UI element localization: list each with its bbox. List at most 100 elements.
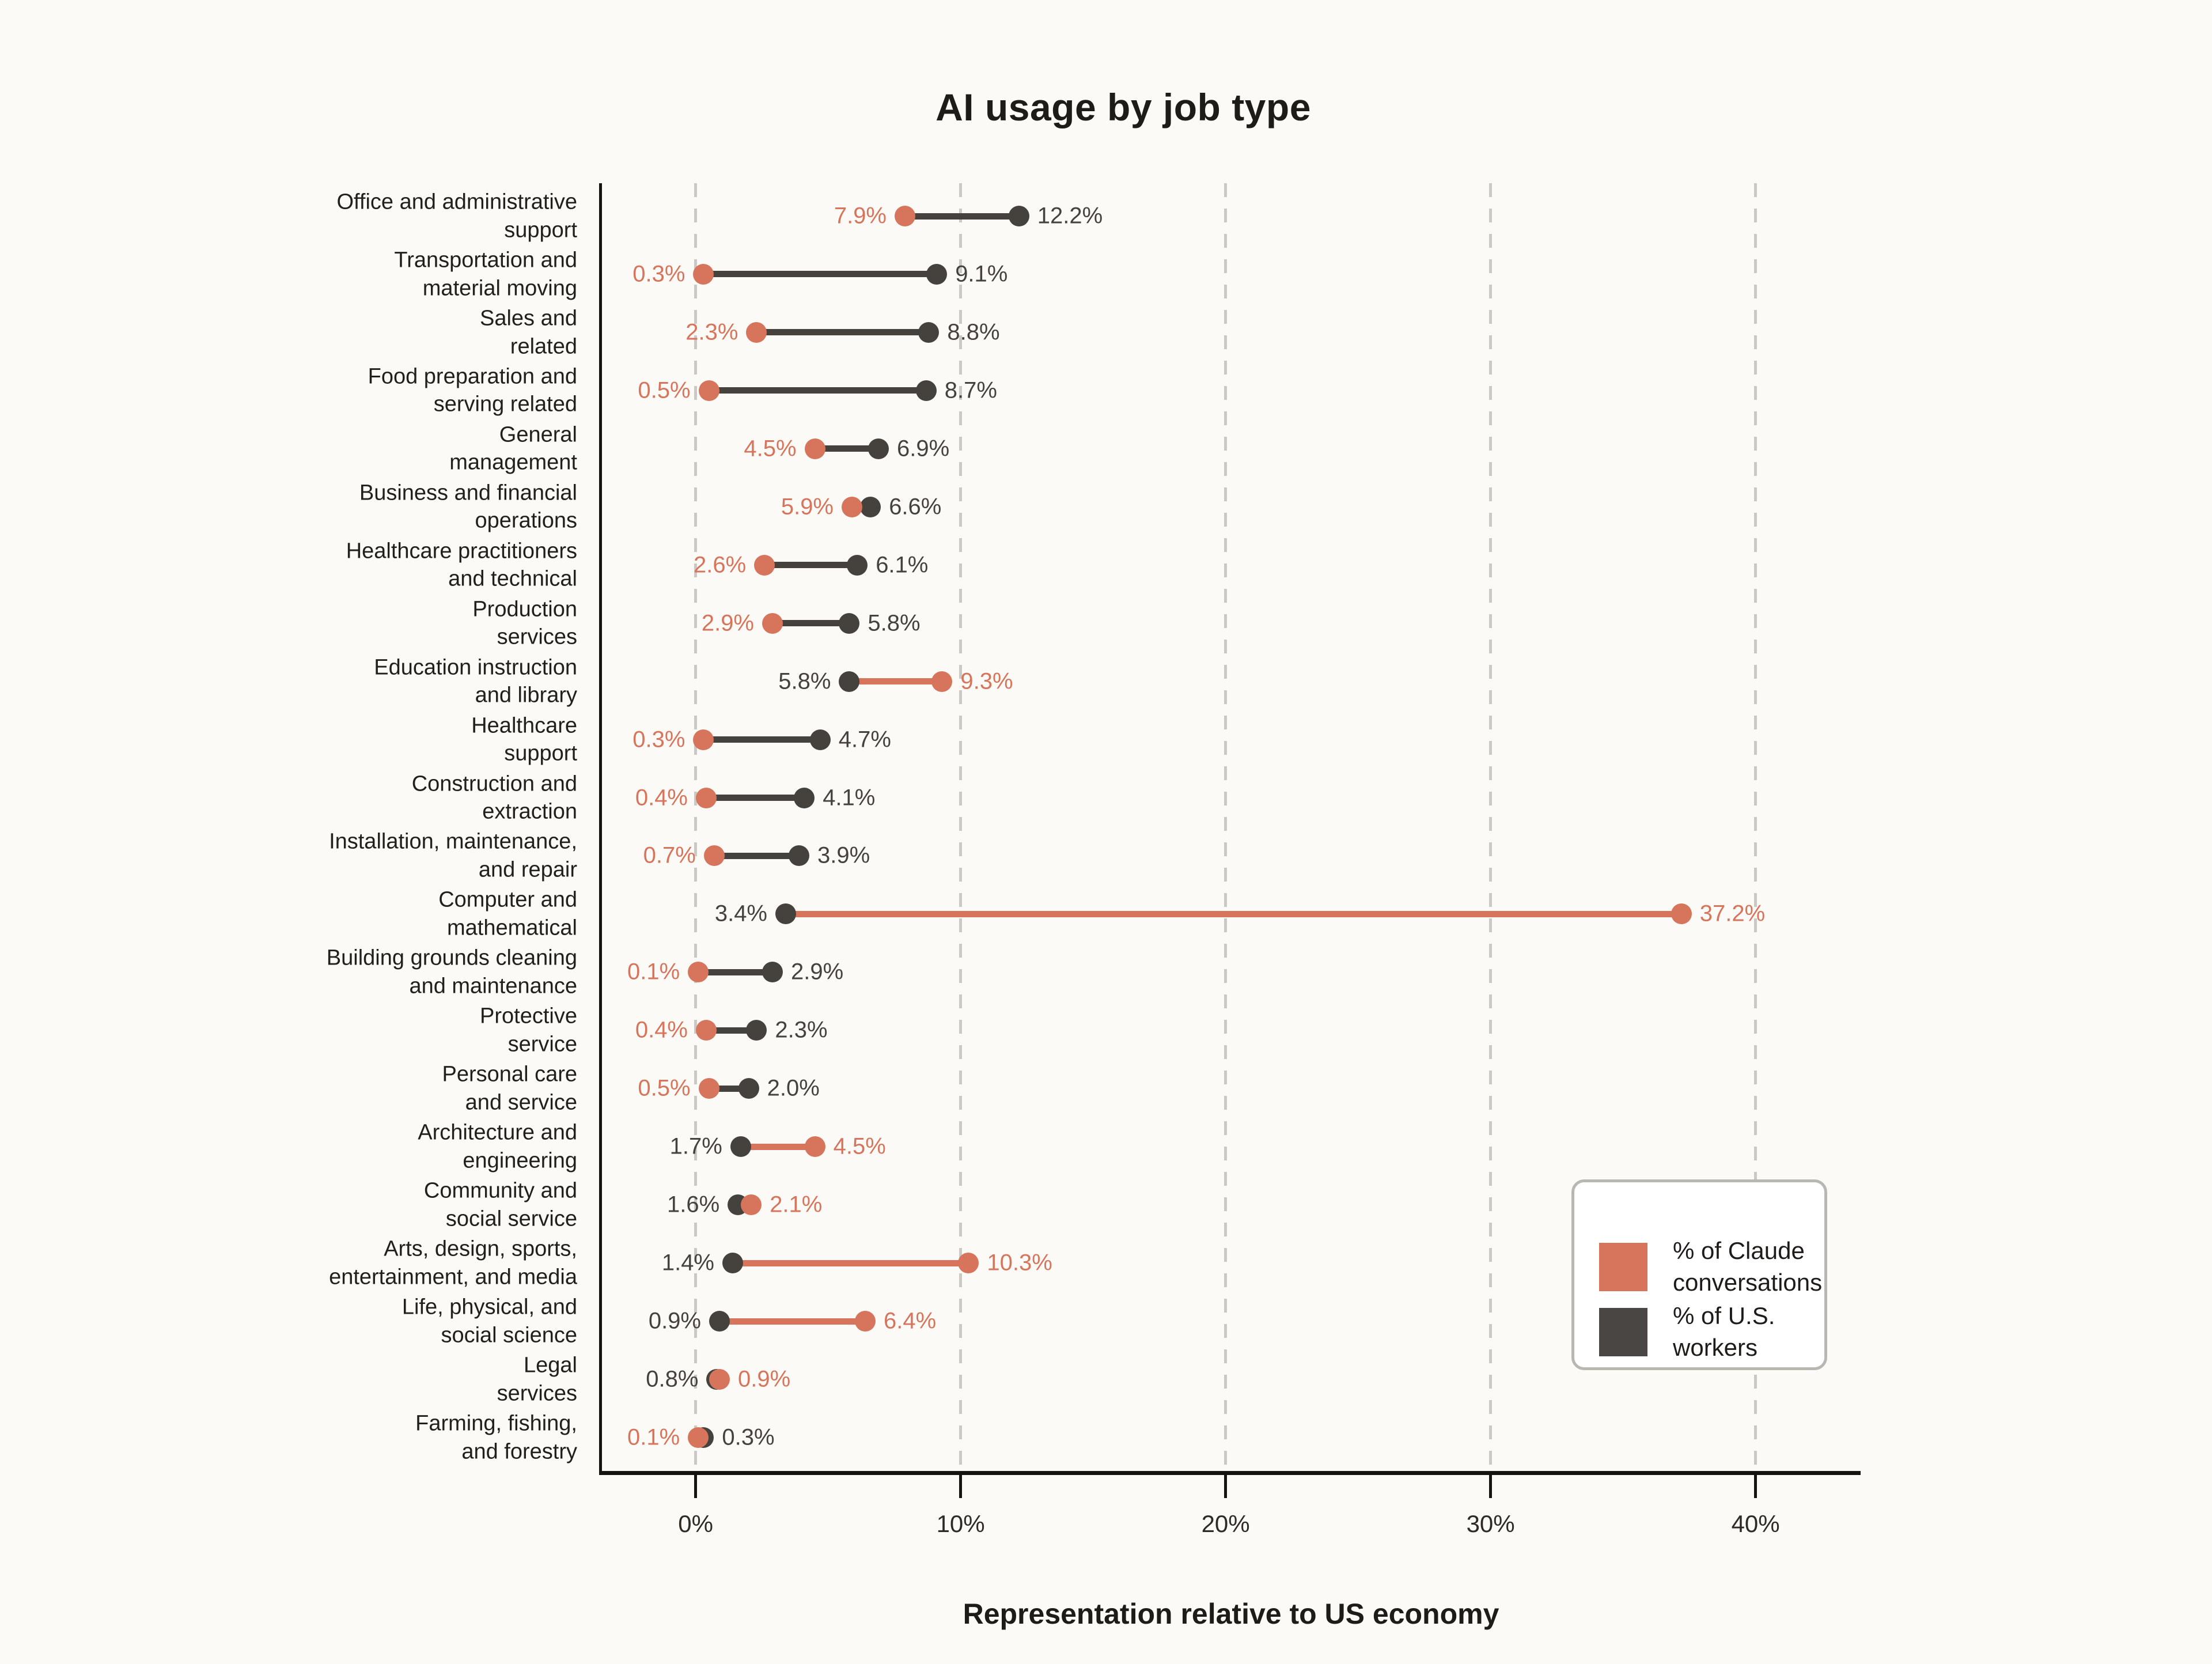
workers-dot <box>738 1078 759 1099</box>
legend-item-claude: % of Claude conversations <box>1599 1235 1822 1298</box>
workers-value-label: 8.7% <box>944 377 997 403</box>
claude-dot <box>688 1427 709 1448</box>
category-label: Installation, maintenance, and repair <box>329 829 577 882</box>
workers-dot <box>839 671 860 692</box>
workers-value-label: 1.4% <box>661 1250 714 1276</box>
claude-dot <box>693 263 714 285</box>
claude-dot <box>842 496 862 517</box>
workers-value-label: 1.6% <box>667 1192 720 1217</box>
connector-line <box>703 736 820 743</box>
claude-dot <box>696 787 717 808</box>
claude-value-label: 2.1% <box>770 1192 823 1217</box>
workers-dot <box>839 612 860 634</box>
legend-swatch-claude-icon <box>1599 1242 1647 1291</box>
gridline <box>694 183 698 1471</box>
workers-value-label: 2.3% <box>775 1017 828 1043</box>
category-label: Personal care and service <box>442 1062 577 1115</box>
category-label: Construction and extraction <box>411 771 577 824</box>
workers-value-label: 2.9% <box>791 959 844 985</box>
claude-value-label: 5.9% <box>781 494 834 520</box>
gridline <box>959 183 963 1471</box>
connector-line <box>703 271 937 278</box>
x-tick-label: 40% <box>1731 1510 1780 1537</box>
claude-value-label: 7.9% <box>834 203 887 229</box>
claude-dot <box>741 1194 762 1216</box>
category-label: Computer and mathematical <box>438 887 577 940</box>
category-label: Transportation and material moving <box>394 248 577 300</box>
workers-value-label: 3.4% <box>714 901 767 926</box>
category-label: Protective service <box>480 1004 577 1057</box>
category-label: Office and administrative support <box>336 190 578 242</box>
connector-line <box>698 969 772 975</box>
claude-dot <box>804 1136 825 1158</box>
claude-value-label: 2.3% <box>685 319 738 345</box>
category-label: Business and financial operations <box>359 481 577 533</box>
legend-item-workers: % of U.S. workers <box>1599 1300 1775 1363</box>
claude-value-label: 2.9% <box>701 610 754 636</box>
workers-value-label: 6.1% <box>876 552 929 578</box>
workers-value-label: 12.2% <box>1037 203 1103 229</box>
claude-value-label: 0.5% <box>638 377 691 403</box>
workers-dot <box>926 263 948 285</box>
claude-dot <box>703 845 725 867</box>
claude-dot <box>958 1253 979 1274</box>
claude-dot <box>693 729 714 750</box>
category-label: General management <box>449 422 577 475</box>
x-tick-label: 20% <box>1201 1510 1250 1537</box>
connector-line <box>719 1318 865 1325</box>
workers-value-label: 1.7% <box>669 1133 722 1159</box>
x-axis-tick <box>1489 1475 1493 1498</box>
category-label: Farming, fishing, and forestry <box>415 1411 577 1463</box>
x-axis-line <box>599 1471 1861 1475</box>
claude-value-label: 4.5% <box>833 1133 886 1159</box>
connector-line <box>714 852 799 859</box>
workers-dot <box>730 1136 751 1158</box>
x-tick-label: 10% <box>936 1510 985 1537</box>
connector-line <box>849 678 942 685</box>
claude-value-label: 0.1% <box>627 959 680 985</box>
x-axis-tick <box>1224 1475 1228 1498</box>
x-axis-title: Representation relative to US economy <box>963 1598 1499 1630</box>
workers-value-label: 4.7% <box>838 727 891 752</box>
workers-value-label: 0.9% <box>648 1308 701 1334</box>
workers-value-label: 6.6% <box>889 494 942 520</box>
workers-dot <box>762 962 783 983</box>
workers-dot <box>915 380 937 401</box>
connector-line <box>786 910 1681 917</box>
y-axis-line <box>599 183 602 1471</box>
connector-line <box>706 795 805 801</box>
category-label: Production services <box>472 597 577 649</box>
x-axis-tick <box>694 1475 698 1498</box>
chart-title: AI usage by job type <box>935 86 1311 128</box>
legend-label-workers: % of U.S. workers <box>1673 1302 1775 1361</box>
workers-value-label: 8.8% <box>947 319 1000 345</box>
claude-value-label: 9.3% <box>960 668 1013 694</box>
claude-dot <box>698 380 719 401</box>
category-label: Legal services <box>497 1353 577 1405</box>
claude-dot <box>895 206 915 226</box>
category-label: Education instruction and library <box>374 655 577 708</box>
category-label: Building grounds cleaning and maintenanc… <box>326 946 577 999</box>
x-axis-tick <box>959 1475 963 1498</box>
workers-value-label: 5.8% <box>868 610 921 636</box>
claude-value-label: 37.2% <box>1699 901 1766 926</box>
connector-line <box>740 1143 815 1150</box>
workers-dot <box>789 845 809 867</box>
connector-line <box>733 1260 969 1266</box>
connector-line <box>756 329 929 336</box>
claude-dot <box>804 438 825 459</box>
workers-value-label: 5.8% <box>778 668 831 694</box>
claude-dot <box>754 554 775 576</box>
connector-line <box>764 562 858 569</box>
workers-value-label: 4.1% <box>823 785 876 810</box>
claude-dot <box>709 1369 730 1390</box>
category-label: Healthcare practitioners and technical <box>346 539 577 591</box>
claude-value-label: 0.1% <box>627 1424 680 1450</box>
claude-value-label: 2.6% <box>694 552 747 578</box>
claude-value-label: 0.4% <box>635 1017 688 1043</box>
legend: % of Claude conversations % of U.S. work… <box>1571 1179 1827 1370</box>
claude-value-label: 0.7% <box>643 842 696 868</box>
category-label: Sales and related <box>479 306 577 358</box>
claude-dot <box>698 1078 719 1099</box>
